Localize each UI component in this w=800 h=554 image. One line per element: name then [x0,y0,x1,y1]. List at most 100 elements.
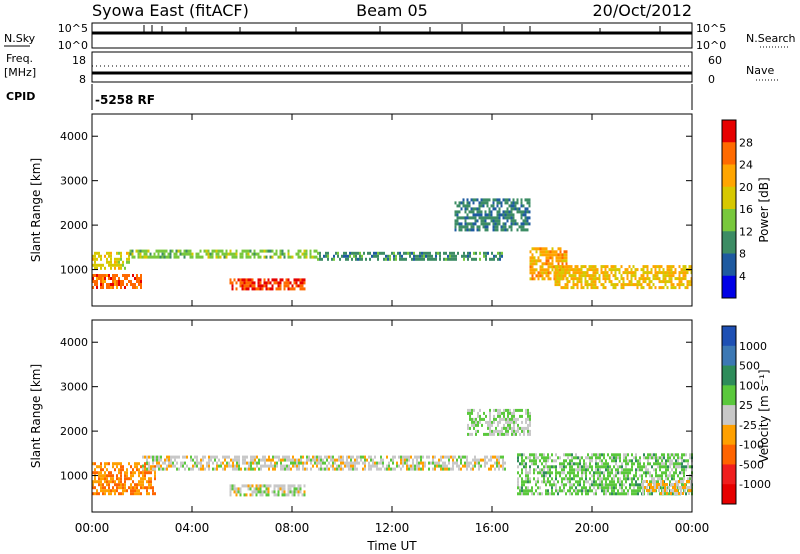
velocity-cell [651,477,653,481]
power-cell [494,207,497,211]
power-cell [547,268,550,272]
power-cell [187,252,190,256]
velocity-cell [236,458,238,462]
power-cell [96,263,98,267]
power-cell [247,252,250,256]
power-cell [183,252,186,256]
power-cell [456,210,459,214]
power-cell [295,284,298,288]
power-cell [565,259,568,263]
velocity-cell [555,471,557,475]
power-cell [545,259,548,263]
velocity-cell [118,477,120,481]
power-cell [522,210,525,214]
velocity-cell [94,480,96,484]
velocity-cell [527,426,529,430]
power-cell [257,287,260,291]
power-cell [682,268,685,272]
velocity-cell [535,489,537,493]
velocity-cell [276,464,278,468]
velocity-cell [479,417,481,421]
velocity-cell [675,480,677,484]
power-cell [554,280,557,284]
power-cell [476,213,479,217]
power-cell [114,274,116,277]
power-cell [472,225,475,229]
velocity-cell [356,458,358,462]
power-cell [551,268,554,272]
velocity-cell [288,455,290,459]
power-cell [497,251,499,255]
velocity-cell [669,462,671,466]
power-cell [612,286,615,290]
velocity-cell [611,477,613,481]
power-cell [116,263,118,267]
power-cell [490,210,493,214]
velocity-cell [591,489,593,493]
velocity-cell [328,461,330,465]
velocity-colorbar-frame [721,325,737,505]
velocity-cell [619,471,621,475]
power-cell [407,251,409,255]
power-cell [566,268,569,272]
power-cell [207,255,210,259]
power-cell [466,204,469,208]
velocity-cell [450,467,452,471]
power-cell [120,263,122,267]
velocity-cell [156,455,158,459]
velocity-cell [575,456,577,460]
power-cell [465,254,467,258]
velocity-cell [438,464,440,468]
velocity-cell [635,483,637,487]
power-cell [325,254,327,258]
velocity-cell [673,462,675,466]
power-cell [520,210,523,214]
power-cell [283,252,286,256]
velocity-cell [511,432,513,436]
velocity-cell [549,471,551,475]
power-cell [500,213,503,217]
power-cell [648,277,651,281]
power-cell [251,284,254,288]
velocity-cell [680,492,682,495]
power-cell [537,274,540,278]
velocity-cell [116,483,118,487]
velocity-cell [579,489,581,493]
velocity-cell [249,487,252,491]
velocity-cell [148,461,150,465]
velocity-cell [591,483,593,487]
velocity-cell [142,483,144,487]
velocity-cell [559,489,561,493]
power-cell [92,274,94,277]
velocity-cell [272,467,274,471]
velocity-cell [128,477,130,481]
velocity-cell [116,486,118,490]
velocity-cell [194,464,196,468]
power-cell [253,249,256,253]
power-cell [251,287,254,291]
power-cell [484,198,487,202]
velocity-cell [318,455,320,459]
velocity-cell [589,486,591,490]
velocity-cell [521,486,523,490]
velocity-cell [114,492,116,496]
velocity-cell [569,453,571,457]
power-cell [456,222,459,226]
velocity-cell [615,492,617,496]
velocity-cell [527,408,529,412]
velocity-cell [297,493,300,497]
velocity-cell [216,461,218,465]
velocity-cell [148,464,150,468]
velocity-cell [108,489,110,493]
velocity-cell [603,474,605,478]
power-cell [305,249,308,253]
velocity-cell [416,455,418,459]
velocity-cell [493,429,495,433]
velocity-cell [462,455,464,459]
power-cell [566,265,569,269]
velocity-cell [611,456,613,460]
power-cell [608,268,611,272]
power-cell [484,216,487,220]
velocity-cell [314,455,316,459]
power-cell [684,268,687,272]
